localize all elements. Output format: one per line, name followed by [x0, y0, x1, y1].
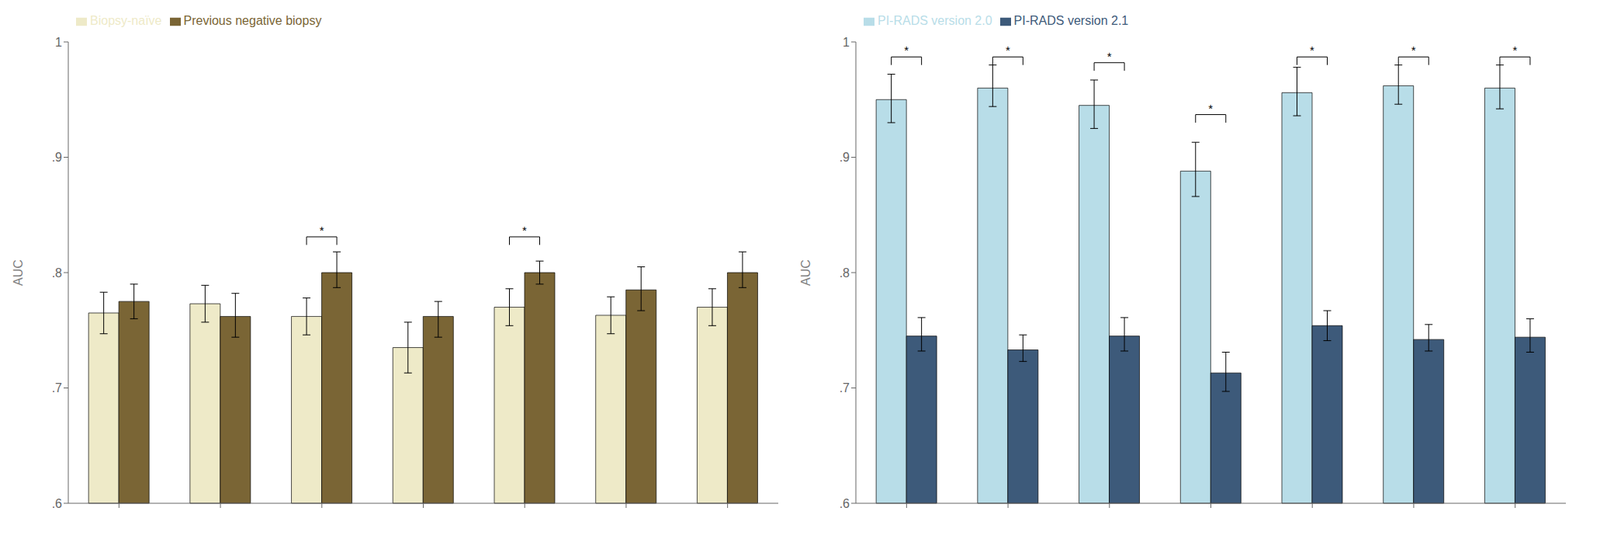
svg-text:.7: .7	[839, 380, 850, 395]
svg-text:1: 1	[55, 35, 63, 49]
html-text:Biopsy-naïve: Biopsy-naïve	[90, 13, 162, 28]
svg-text:*: *	[903, 43, 909, 57]
svg-text:.8: .8	[839, 266, 850, 280]
svg-text:*: *	[1208, 101, 1213, 115]
svg-text:.7: .7	[51, 380, 63, 395]
svg-text:.6: .6	[839, 496, 850, 510]
html-text:PI-RADS version 2.0: PI-RADS version 2.0	[877, 13, 993, 28]
svg-text:AUC: AUC	[799, 259, 813, 286]
svg-text:*: *	[319, 223, 325, 237]
svg-text:1: 1	[842, 35, 850, 49]
html-text:Previous negative biopsy: Previous negative biopsy	[183, 13, 322, 28]
html-text:PI-RADS version 2.1: PI-RADS version 2.1	[1013, 13, 1129, 28]
svg-text:*: *	[1005, 43, 1011, 57]
svg-text:.8: .8	[51, 266, 63, 280]
svg-text:.9: .9	[839, 150, 850, 164]
svg-text:*: *	[1107, 49, 1112, 63]
svg-text:*: *	[522, 223, 527, 237]
svg-text:.6: .6	[51, 496, 63, 510]
svg-text:*: *	[1411, 43, 1417, 57]
svg-text:AUC: AUC	[11, 259, 25, 286]
svg-text:.9: .9	[51, 150, 63, 164]
svg-text:*: *	[1513, 43, 1518, 57]
svg-text:*: *	[1309, 43, 1315, 57]
